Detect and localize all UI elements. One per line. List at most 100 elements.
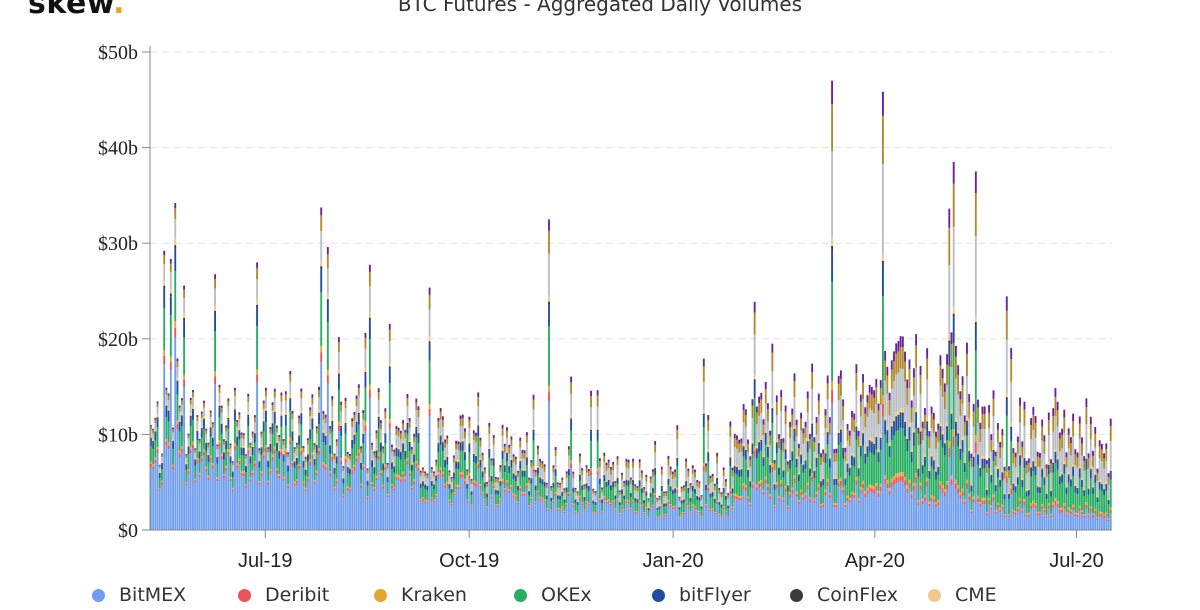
- legend-item[interactable]: BitMEX: [92, 584, 186, 606]
- bar-segment: [616, 456, 619, 460]
- bar-segment: [844, 452, 847, 461]
- bar-segment: [623, 499, 626, 509]
- bar-segment: [587, 505, 590, 530]
- bar-segment: [663, 515, 665, 517]
- bar-segment: [388, 368, 391, 383]
- bar-segment: [943, 455, 946, 490]
- bar-segment: [360, 469, 362, 484]
- bar-segment: [457, 485, 460, 487]
- bar-segment: [769, 430, 772, 436]
- bar-segment: [326, 293, 329, 300]
- bar-segment: [293, 485, 296, 530]
- bar-segment: [565, 506, 568, 530]
- bar-segment: [165, 416, 168, 439]
- bar-segment: [932, 433, 935, 458]
- bar-segment: [192, 420, 194, 442]
- bar-segment: [242, 476, 245, 530]
- bar-segment: [183, 374, 186, 380]
- bar-segment: [640, 488, 643, 493]
- bar-segment: [470, 484, 473, 491]
- bar-segment: [183, 379, 186, 388]
- bar-segment: [809, 468, 811, 470]
- bar-segment: [466, 471, 469, 476]
- bar-segment: [256, 369, 259, 375]
- bar-segment: [877, 452, 880, 454]
- bar-segment: [603, 480, 606, 497]
- bar-segment: [161, 453, 163, 455]
- bar-segment: [572, 486, 575, 488]
- bar-segment: [472, 455, 475, 462]
- bar-segment: [249, 442, 252, 445]
- bar-segment: [422, 473, 424, 480]
- bar-segment: [820, 505, 822, 509]
- bar-segment: [503, 472, 506, 489]
- bar-segment: [393, 451, 396, 457]
- bar-segment: [203, 451, 205, 456]
- bar-segment: [472, 433, 475, 441]
- bar-segment: [196, 463, 199, 530]
- bar-segment: [882, 296, 884, 396]
- bar-segment: [240, 472, 243, 476]
- bar-segment: [594, 490, 597, 493]
- bar-segment: [904, 361, 906, 382]
- bar-segment: [185, 464, 188, 471]
- bar-segment: [1072, 421, 1075, 437]
- bar-segment: [1089, 470, 1092, 479]
- bar-segment: [1001, 509, 1004, 530]
- bar-segment: [804, 469, 807, 493]
- legend-item[interactable]: CME: [928, 584, 997, 606]
- bar-segment: [203, 449, 205, 452]
- bar-segment: [977, 464, 979, 496]
- bar-segment: [183, 387, 186, 530]
- bar-segment: [231, 487, 234, 490]
- bar-segment: [722, 492, 725, 507]
- legend-item[interactable]: CoinFlex: [790, 584, 898, 606]
- bar-segment: [276, 473, 278, 530]
- legend-item[interactable]: Kraken: [374, 584, 467, 606]
- bar-segment: [240, 434, 243, 439]
- bar-segment: [742, 422, 745, 444]
- bar-segment: [853, 419, 856, 433]
- bar-segment: [222, 440, 225, 445]
- bar-segment: [428, 294, 431, 310]
- bar-segment: [682, 512, 685, 513]
- bar-segment: [433, 473, 435, 477]
- bar-segment: [205, 443, 208, 451]
- bar-segment: [687, 476, 690, 487]
- bar-segment: [1050, 517, 1052, 530]
- legend-item[interactable]: OKEx: [514, 584, 592, 606]
- bar-segment: [559, 510, 561, 530]
- bar-segment: [408, 473, 411, 477]
- bar-segment: [488, 457, 491, 478]
- bar-segment: [826, 432, 829, 434]
- bar-segment: [937, 475, 940, 501]
- bar-segment: [696, 511, 699, 513]
- bar-segment: [269, 433, 272, 442]
- bar-segment: [324, 435, 327, 437]
- bar-segment: [751, 405, 754, 418]
- bar-segment: [1054, 504, 1057, 530]
- bar-segment: [1103, 458, 1106, 469]
- bar-segment: [472, 452, 475, 455]
- bar-segment: [545, 509, 548, 511]
- bar-segment: [853, 498, 856, 530]
- bar-segment: [687, 505, 690, 507]
- bar-segment: [682, 498, 685, 500]
- bar-segment: [859, 447, 862, 457]
- legend-item[interactable]: Deribit: [238, 584, 329, 606]
- legend-item[interactable]: bitFlyer: [652, 584, 751, 606]
- bar-segment: [875, 449, 878, 484]
- bar-segment: [724, 481, 727, 487]
- bar-segment: [214, 310, 216, 314]
- bar-segment: [1074, 516, 1077, 530]
- bar-segment: [357, 395, 360, 410]
- bar-segment: [537, 445, 539, 449]
- bar-segment: [587, 486, 590, 487]
- bar-segment: [1001, 447, 1004, 471]
- bar-segment: [997, 423, 999, 430]
- bar-segment: [362, 443, 365, 464]
- bar-segment: [448, 502, 451, 530]
- bar-segment: [1085, 458, 1088, 461]
- bar-segment: [605, 462, 608, 466]
- bar-segment: [851, 410, 853, 418]
